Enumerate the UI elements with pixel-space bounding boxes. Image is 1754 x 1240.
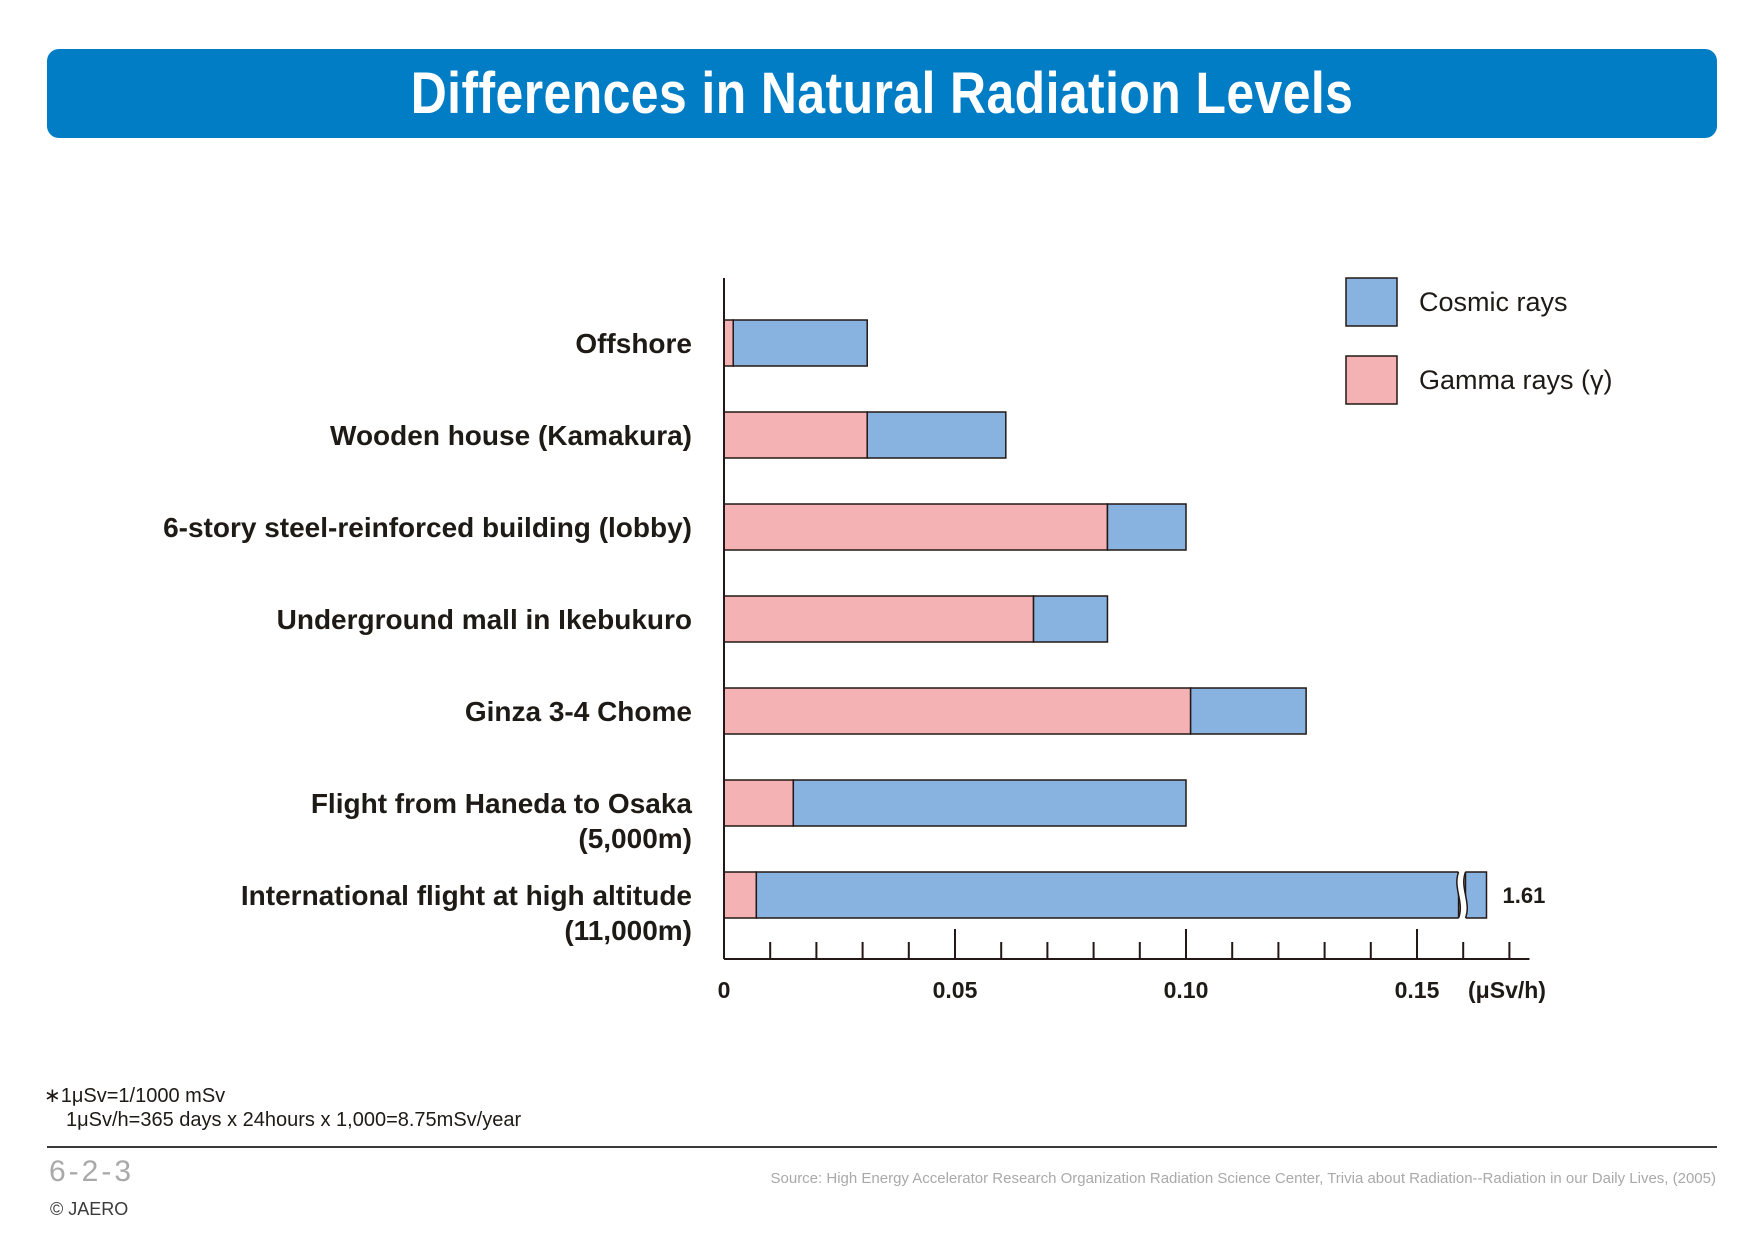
- legend-label-1: Gamma rays (γ): [1419, 365, 1613, 395]
- category-label-5-line-0: Flight from Haneda to Osaka: [311, 788, 693, 819]
- bar-gamma-3: [723, 595, 1035, 643]
- bar-cosmic-1: [866, 411, 1007, 459]
- legend-swatch-1: [1345, 355, 1398, 405]
- footnote-line-2: 1μSv/h=365 days x 24hours x 1,000=8.75mS…: [66, 1109, 522, 1131]
- category-label-6-line-0: International flight at high altitude: [241, 880, 692, 911]
- category-label-1: Wooden house (Kamakura): [330, 420, 692, 451]
- footnote-line-1: ∗1μSv=1/1000 mSv: [44, 1085, 226, 1107]
- axis-break-gap: [1456, 871, 1468, 919]
- category-label-2: 6-story steel-reinforced building (lobby…: [163, 512, 692, 543]
- axis-break-line-left: [1456, 871, 1462, 919]
- axis-break-line-right: [1463, 871, 1468, 919]
- copyright: © JAERO: [50, 1199, 129, 1219]
- page-title: Differences in Natural Radiation Levels: [410, 61, 1354, 126]
- category-label-0: Offshore: [575, 328, 692, 359]
- x-tick-label-3: 0.15: [1395, 977, 1440, 1003]
- bar-gamma-1: [723, 411, 868, 459]
- bar-gamma-4: [723, 687, 1192, 735]
- bar-gamma-6: [723, 871, 758, 919]
- bar-gamma-2: [723, 503, 1109, 551]
- bar-cosmic-0: [732, 319, 868, 367]
- legend-label-0: Cosmic rays: [1419, 287, 1568, 317]
- x-tick-label-1: 0.05: [933, 977, 978, 1003]
- data-label-6: 1.61: [1503, 883, 1546, 908]
- bar-cosmic-3: [1032, 595, 1109, 643]
- footer-divider: [47, 1146, 1717, 1148]
- x-axis-unit: (μSv/h): [1468, 977, 1546, 1003]
- bar-cosmic-6-b: [1464, 871, 1488, 919]
- category-label-4: Ginza 3-4 Chome: [465, 696, 692, 727]
- x-tick-label-2: 0.10: [1164, 977, 1209, 1003]
- category-label-3: Underground mall in Ikebukuro: [277, 604, 692, 635]
- bar-cosmic-6-a: [755, 871, 1460, 919]
- bar-gamma-5: [723, 779, 795, 827]
- legend-swatch-0: [1345, 277, 1398, 327]
- title-banner: Differences in Natural Radiation Levels: [47, 49, 1717, 138]
- category-label-5-line-1: (5,000m): [578, 823, 692, 854]
- x-tick-label-0: 0: [718, 977, 731, 1003]
- slide-number: 6-2-3: [49, 1155, 135, 1188]
- bar-cosmic-4: [1189, 687, 1307, 735]
- source-citation: Source: High Energy Accelerator Research…: [770, 1170, 1717, 1187]
- bar-cosmic-2: [1106, 503, 1187, 551]
- bar-cosmic-5: [792, 779, 1187, 827]
- category-label-6-line-1: (11,000m): [564, 915, 692, 946]
- bar-gamma-0: [723, 319, 734, 367]
